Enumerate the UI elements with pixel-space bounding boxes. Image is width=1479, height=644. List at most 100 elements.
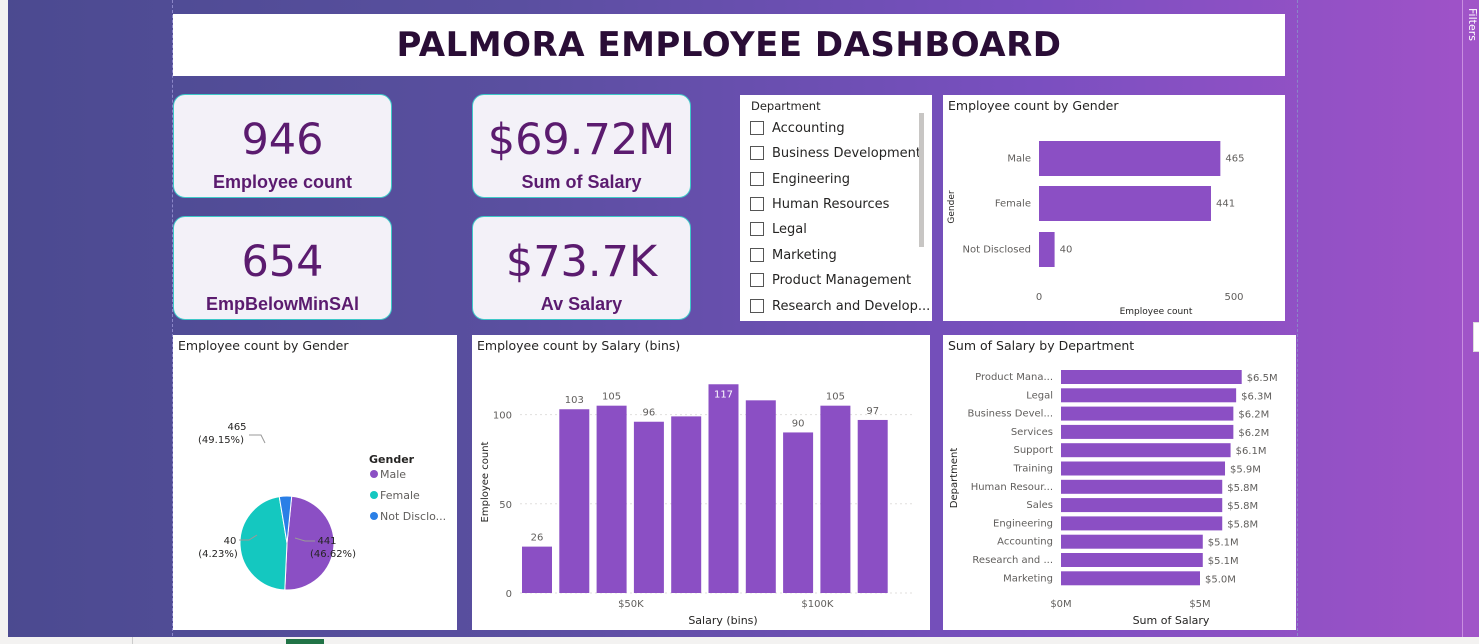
category-label: Male: [1007, 154, 1031, 165]
data-label: $5.9M: [1230, 465, 1261, 476]
slicer-item-business-development[interactable]: Business Development: [750, 143, 921, 163]
category-label: Engineering: [993, 518, 1053, 529]
legend-marker: [370, 470, 378, 478]
checkbox[interactable]: [750, 197, 764, 211]
x-axis-label: Sum of Salary: [1133, 614, 1210, 627]
checkbox[interactable]: [750, 248, 764, 262]
chart-title: Employee count by Salary (bins): [477, 338, 681, 353]
x-tick-label: 0: [1036, 292, 1042, 303]
filters-pane-collapsed[interactable]: Filters: [1462, 0, 1479, 644]
bar: [1039, 232, 1055, 267]
bar: [1061, 479, 1223, 494]
slice-count-label: 441: [317, 536, 336, 547]
left-frame-strip: [0, 0, 8, 644]
data-label: $6.2M: [1238, 410, 1269, 421]
x-tick-label: 500: [1224, 292, 1243, 303]
slicer-item-engineering[interactable]: Engineering: [750, 169, 850, 189]
active-page-tab[interactable]: [286, 639, 324, 644]
emp-below-min-label: EmpBelowMinSAl: [205, 294, 359, 314]
card-employee-count[interactable]: 946 Employee count: [173, 94, 392, 198]
legend-item: Not Disclo...: [380, 510, 446, 523]
slicer-item-legal[interactable]: Legal: [750, 219, 807, 239]
x-axis-label: Salary (bins): [688, 614, 757, 627]
bar: [1061, 406, 1234, 421]
data-label: 40: [1060, 245, 1073, 256]
department-slicer[interactable]: Department Accounting Business Developme…: [740, 95, 932, 321]
pie-slice: [278, 495, 293, 544]
data-label: $6.1M: [1236, 446, 1267, 457]
card-emp-below-min[interactable]: 654 EmpBelowMinSAl: [173, 216, 392, 320]
bar: [857, 419, 888, 593]
slicer-item-label: Research and Develop...: [772, 298, 931, 314]
sum-salary-label: Sum of Salary: [521, 172, 642, 192]
x-tick-label: $0M: [1050, 599, 1071, 610]
card-avg-salary[interactable]: $73.7K Av Salary: [472, 216, 691, 320]
gender-pie-svg: 465 (49.15%) 441 (46.62%) 40 (4.23%) Gender Mal…: [198, 422, 446, 591]
data-label: $6.2M: [1238, 428, 1269, 439]
slicer-item-research[interactable]: Research and Develop...: [750, 296, 930, 316]
salary-bins-svg: Employee count 0 50 100 26 103 105 96 117 90 105 97…: [480, 384, 912, 627]
bar: [596, 405, 627, 593]
title-banner: PALMORA EMPLOYEE DASHBOARD: [173, 14, 1285, 76]
checkbox[interactable]: [750, 273, 764, 287]
data-label: $5.1M: [1208, 538, 1239, 549]
category-label: Business Devel...: [967, 409, 1053, 420]
slicer-item-accounting[interactable]: Accounting: [750, 118, 845, 138]
bar: [1039, 141, 1221, 176]
slicer-item-marketing[interactable]: Marketing: [750, 245, 837, 265]
checkbox[interactable]: [750, 146, 764, 160]
bar: [1061, 443, 1231, 458]
bar: [1061, 571, 1200, 586]
salary-by-department-chart[interactable]: Sum of Salary by Department Department Pr…: [943, 335, 1296, 630]
canvas-border: [172, 0, 1298, 636]
slicer-header: Department: [751, 99, 821, 113]
legend-item: Male: [380, 468, 406, 481]
checkbox[interactable]: [750, 121, 764, 135]
slicer-item-label: Human Resources: [772, 196, 890, 212]
bar: [1061, 553, 1203, 567]
category-label: Research and ...: [972, 555, 1053, 566]
gender-bar-chart[interactable]: Employee count by Gender Gender Male 465 Fe…: [943, 95, 1285, 321]
category-label: Not Disclosed: [963, 245, 1032, 256]
slicer-item-label: Product Management: [772, 272, 912, 288]
data-label: $5.8M: [1227, 519, 1258, 530]
emp-below-min-value: 654: [241, 237, 324, 287]
slice-pct-label: (4.23%): [198, 549, 238, 560]
slice-count-label: 465: [227, 422, 246, 433]
leader-line: [294, 537, 315, 542]
y-tick-label: 50: [499, 500, 512, 511]
category-label: Product Mana...: [975, 372, 1053, 383]
bar: [522, 546, 552, 593]
x-axis-label: Employee count: [1120, 307, 1193, 317]
slicer-scrollbar[interactable]: [919, 113, 924, 247]
bar: [1061, 498, 1223, 513]
gender-bar-svg: Gender Male 465 Female 441 Not Disclosed 40 0 50…: [947, 141, 1244, 317]
y-axis-label: Employee count: [480, 441, 491, 522]
category-label: Marketing: [1003, 573, 1053, 584]
checkbox[interactable]: [750, 299, 764, 313]
card-sum-salary[interactable]: $69.72M Sum of Salary: [472, 94, 691, 198]
checkbox[interactable]: [750, 172, 764, 186]
bar: [1061, 534, 1203, 549]
data-label: 96: [643, 408, 656, 419]
slicer-item-human-resources[interactable]: Human Resources: [750, 194, 889, 214]
gender-pie-chart[interactable]: Employee count by Gender 465 (49.15%) 441 (…: [173, 335, 457, 630]
slicer-item-product-management[interactable]: Product Management: [750, 270, 911, 290]
chart-title: Employee count by Gender: [948, 98, 1119, 113]
data-label: 105: [602, 392, 621, 403]
bar: [1061, 461, 1226, 476]
category-label: Services: [1011, 427, 1053, 438]
checkbox[interactable]: [750, 222, 764, 236]
page-scrollbar[interactable]: [1473, 322, 1479, 352]
bar: [783, 432, 814, 593]
legend-marker: [370, 491, 378, 499]
data-label: 441: [1216, 199, 1235, 210]
category-label: Support: [1013, 445, 1053, 456]
sum-salary-value: $69.72M: [487, 115, 676, 165]
bar: [820, 405, 851, 593]
filters-pane-label: Filters: [1466, 8, 1479, 41]
bar: [1061, 424, 1234, 439]
data-label: 465: [1225, 154, 1244, 165]
salary-bins-chart[interactable]: Employee count by Salary (bins) Employee…: [472, 335, 930, 630]
slicer-item-label: Accounting: [772, 120, 845, 136]
